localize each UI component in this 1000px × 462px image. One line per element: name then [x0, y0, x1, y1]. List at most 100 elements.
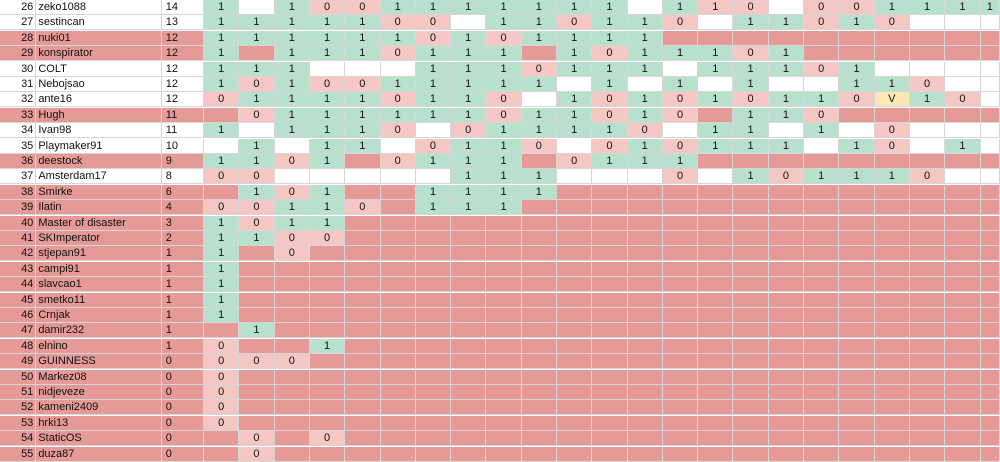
result-cell[interactable]: [733, 400, 769, 416]
result-cell[interactable]: [874, 277, 910, 293]
result-cell[interactable]: 1: [239, 184, 275, 200]
result-cell[interactable]: 1: [698, 92, 734, 108]
result-cell[interactable]: 1: [204, 277, 240, 293]
result-cell[interactable]: 0: [204, 338, 240, 354]
result-cell[interactable]: [556, 246, 593, 262]
result-cell[interactable]: 1: [733, 169, 769, 185]
result-cell[interactable]: [839, 354, 875, 370]
result-cell[interactable]: [486, 277, 522, 293]
points-cell[interactable]: 14: [161, 0, 205, 15]
result-cell[interactable]: [909, 369, 946, 385]
rank-cell[interactable]: 27: [0, 15, 37, 31]
points-cell[interactable]: 12: [161, 61, 205, 77]
result-cell[interactable]: [768, 431, 805, 447]
result-cell[interactable]: [380, 400, 416, 416]
result-cell[interactable]: 1: [239, 323, 275, 339]
result-cell[interactable]: [909, 61, 946, 77]
result-cell[interactable]: [627, 431, 663, 447]
result-cell[interactable]: 1: [274, 123, 310, 139]
result-cell[interactable]: [768, 30, 805, 46]
result-cell[interactable]: [415, 277, 452, 293]
result-cell[interactable]: 0: [768, 169, 805, 185]
result-cell[interactable]: [662, 123, 699, 139]
result-cell[interactable]: 1: [521, 107, 557, 123]
result-cell[interactable]: [415, 169, 452, 185]
result-cell[interactable]: [627, 354, 663, 370]
result-cell[interactable]: 1: [274, 77, 310, 92]
player-name-cell[interactable]: Amsterdam17: [36, 169, 162, 185]
result-cell[interactable]: 1: [309, 138, 346, 154]
result-cell[interactable]: [592, 184, 628, 200]
result-cell[interactable]: [945, 169, 981, 185]
result-cell[interactable]: [451, 338, 487, 354]
points-cell[interactable]: 0: [161, 369, 205, 385]
result-cell[interactable]: [239, 385, 275, 400]
result-cell[interactable]: 0: [804, 15, 840, 31]
result-cell[interactable]: 0: [451, 123, 487, 139]
result-cell[interactable]: 0: [592, 92, 628, 108]
result-cell[interactable]: [980, 61, 1000, 77]
result-cell[interactable]: [698, 292, 734, 308]
result-cell[interactable]: [768, 338, 805, 354]
result-cell[interactable]: 0: [274, 184, 310, 200]
result-cell[interactable]: [592, 415, 628, 431]
result-cell[interactable]: [733, 292, 769, 308]
result-cell[interactable]: 1: [415, 184, 452, 200]
result-cell[interactable]: [909, 154, 946, 169]
result-cell[interactable]: [698, 77, 734, 92]
result-cell[interactable]: [627, 231, 663, 246]
result-cell[interactable]: 1: [698, 61, 734, 77]
result-cell[interactable]: 1: [733, 138, 769, 154]
result-cell[interactable]: 0: [592, 138, 628, 154]
result-cell[interactable]: 1: [239, 30, 275, 46]
result-cell[interactable]: [627, 215, 663, 231]
result-cell[interactable]: [380, 431, 416, 447]
result-cell[interactable]: [804, 308, 840, 323]
result-cell[interactable]: [945, 30, 981, 46]
result-cell[interactable]: [662, 30, 699, 46]
result-cell[interactable]: [556, 200, 593, 216]
result-cell[interactable]: [309, 354, 346, 370]
result-cell[interactable]: [239, 400, 275, 416]
result-cell[interactable]: [909, 323, 946, 339]
player-name-cell[interactable]: hrki13: [36, 415, 162, 431]
result-cell[interactable]: [380, 323, 416, 339]
result-cell[interactable]: [521, 200, 557, 216]
result-cell[interactable]: [804, 184, 840, 200]
result-cell[interactable]: [874, 446, 910, 462]
result-cell[interactable]: 0: [909, 169, 946, 185]
result-cell[interactable]: 0: [345, 200, 381, 216]
result-cell[interactable]: 0: [204, 169, 240, 185]
result-cell[interactable]: 1: [521, 15, 557, 31]
result-cell[interactable]: [733, 215, 769, 231]
result-cell[interactable]: [345, 215, 381, 231]
result-cell[interactable]: [945, 415, 981, 431]
result-cell[interactable]: [380, 61, 416, 77]
result-cell[interactable]: 1: [239, 92, 275, 108]
result-cell[interactable]: [980, 385, 1000, 400]
result-cell[interactable]: 1: [768, 46, 805, 62]
result-cell[interactable]: [415, 261, 452, 277]
result-cell[interactable]: 1: [521, 30, 557, 46]
result-cell[interactable]: [486, 400, 522, 416]
result-cell[interactable]: [839, 385, 875, 400]
result-cell[interactable]: [627, 369, 663, 385]
result-cell[interactable]: 0: [874, 123, 910, 139]
result-cell[interactable]: 1: [451, 184, 487, 200]
player-name-cell[interactable]: stjepan91: [36, 246, 162, 262]
result-cell[interactable]: [556, 184, 593, 200]
result-cell[interactable]: 0: [486, 107, 522, 123]
result-cell[interactable]: 1: [204, 15, 240, 31]
result-cell[interactable]: [627, 169, 663, 185]
points-cell[interactable]: 12: [161, 30, 205, 46]
points-cell[interactable]: 1: [161, 292, 205, 308]
result-cell[interactable]: [839, 107, 875, 123]
result-cell[interactable]: [733, 446, 769, 462]
result-cell[interactable]: 1: [556, 123, 593, 139]
result-cell[interactable]: [592, 277, 628, 293]
result-cell[interactable]: [980, 138, 1000, 154]
result-cell[interactable]: [309, 246, 346, 262]
result-cell[interactable]: [239, 123, 275, 139]
result-cell[interactable]: [980, 92, 1000, 108]
result-cell[interactable]: [627, 400, 663, 416]
